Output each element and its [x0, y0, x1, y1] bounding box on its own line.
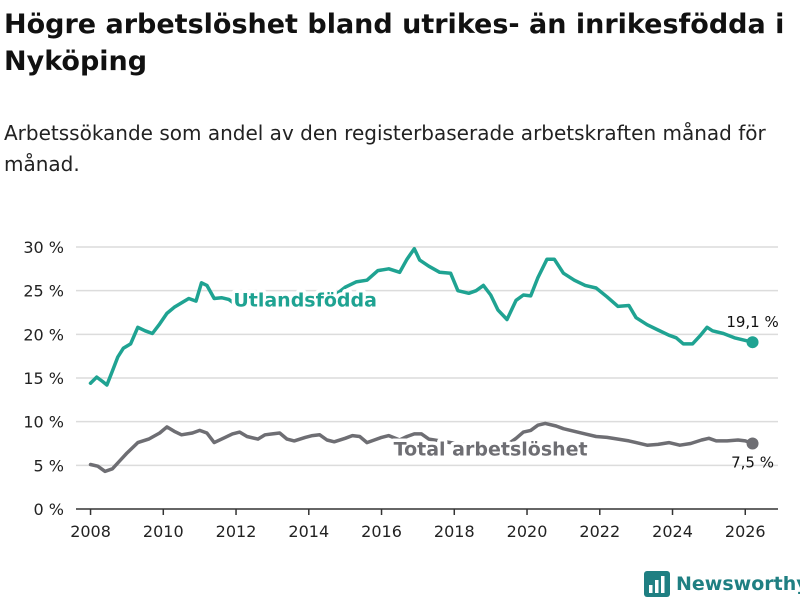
- x-tick-label: 2024: [652, 522, 693, 541]
- y-tick-label: 5 %: [34, 456, 64, 475]
- x-tick-label: 2020: [507, 522, 548, 541]
- y-tick-label: 20 %: [23, 325, 64, 344]
- x-tick-label: 2016: [361, 522, 402, 541]
- chart-subtitle: Arbetssökande som andel av den registerb…: [4, 121, 766, 176]
- y-tick-label: 10 %: [23, 413, 64, 432]
- chart-title: Högre arbetslöshet bland utrikes- än inr…: [4, 9, 785, 77]
- x-tick-label: 2022: [579, 522, 620, 541]
- x-tick-label: 2018: [434, 522, 475, 541]
- series-line-total: [88, 421, 755, 474]
- x-tick-label: 2008: [70, 522, 111, 541]
- y-tick-label: 25 %: [23, 282, 64, 301]
- series-end-point: [746, 437, 759, 450]
- x-tick-label: 2010: [143, 522, 184, 541]
- axes: 0 % 5 % 10 % 15 % 20 % 25 % 30 % 2008 2010 2012 20…: [23, 238, 778, 541]
- series-annotation-halo: Utlandsfödda: [233, 289, 377, 311]
- series-line-utlandsfodda: [88, 246, 755, 387]
- brand-logo: Newsworthy: [644, 570, 800, 598]
- series-end-label: 19,1 %: [726, 313, 778, 331]
- series-end-point: [746, 336, 759, 349]
- y-tick-label: 0 %: [34, 500, 64, 519]
- brand-name: Newsworthy: [676, 573, 800, 595]
- newsworthy-logo-icon: [644, 571, 670, 597]
- x-tick-label: 2026: [725, 522, 766, 541]
- y-tick-label: 15 %: [23, 369, 64, 388]
- series-annotation: Utlandsfödda: [233, 289, 377, 311]
- gridlines: [76, 246, 778, 467]
- labels-group: 19,1 %7,5 %UtlandsföddaUtlandsföddaTotal…: [230, 286, 779, 472]
- series-end-label: 7,5 %: [731, 454, 774, 472]
- y-tick-label: 30 %: [23, 238, 64, 257]
- x-tick-label: 2012: [216, 522, 257, 541]
- series-annotation: Total arbetslöshet: [394, 439, 588, 461]
- series-group: [88, 246, 759, 474]
- series-annotation-halo: Total arbetslöshet: [394, 439, 588, 461]
- x-tick-label: 2014: [288, 522, 329, 541]
